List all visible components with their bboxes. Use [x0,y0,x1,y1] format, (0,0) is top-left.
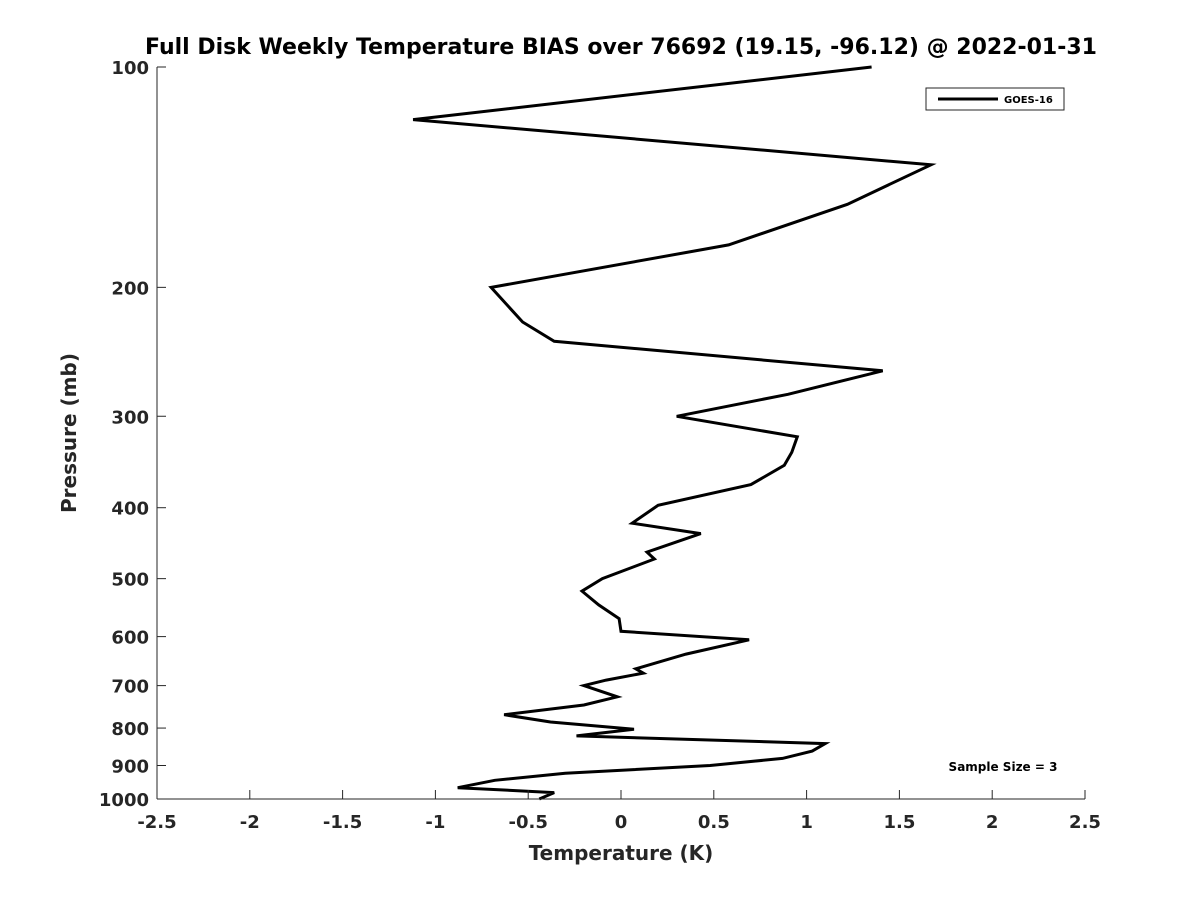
y-tick-label: 100 [111,58,149,79]
series-layer [412,65,937,801]
x-tick-label: -0.5 [509,812,548,833]
y-axis-label: Pressure (mb) [57,353,81,513]
x-tick-label: -2 [240,812,260,833]
y-tick-label: 700 [111,677,149,698]
x-tick-label: -2.5 [137,812,176,833]
x-axis-ticks: -2.5 -2 -1.5 -1 -0.5 0 0.5 1 1.5 2 2.5 [137,790,1101,833]
y-tick-label: 900 [111,757,149,778]
x-tick-label: 1 [800,812,813,833]
legend-label-goes-16: GOES-16 [1004,95,1053,106]
plot-area [156,65,1085,801]
x-tick-label: 2 [986,812,999,833]
x-tick-label: 1.5 [883,812,915,833]
y-tick-label: 1000 [99,790,149,811]
legend: GOES-16 [925,87,1065,111]
y-tick-label: 500 [111,570,149,591]
y-tick-label: 400 [111,499,149,520]
x-axis-label: Temperature (K) [529,841,714,865]
y-tick-label: 600 [111,628,149,649]
x-tick-label: 0.5 [698,812,730,833]
series-line-goes-16 [412,65,937,801]
y-tick-label: 800 [111,719,149,740]
sample-size-annotation: Sample Size = 3 [949,760,1058,774]
y-tick-label: 300 [111,407,149,428]
y-tick-label: 200 [111,278,149,299]
chart-title: Full Disk Weekly Temperature BIAS over 7… [145,35,1097,60]
plot-background [157,67,1085,799]
x-tick-label: 0 [615,812,628,833]
y-axis-ticks: 100 200 300 400 500 600 700 800 900 1000 [99,58,166,811]
x-tick-label: -1.5 [323,812,362,833]
x-tick-label: 2.5 [1069,812,1101,833]
x-tick-label: -1 [425,812,445,833]
